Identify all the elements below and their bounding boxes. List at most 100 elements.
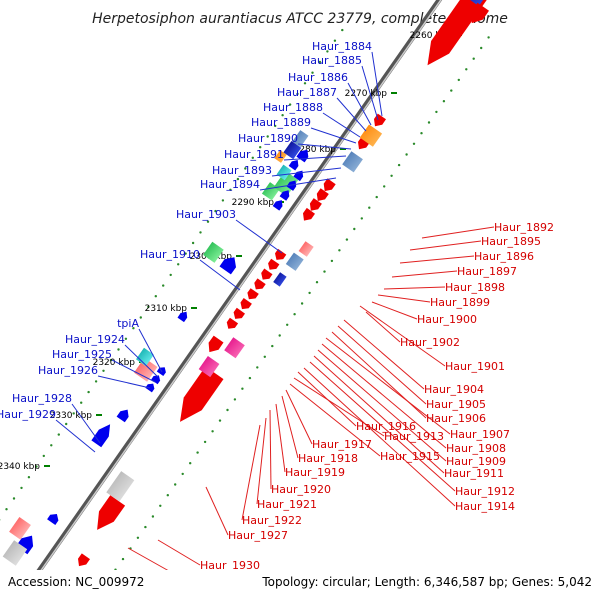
leader-line [71, 403, 101, 444]
gene-block [203, 241, 224, 263]
guide-dot [266, 135, 269, 138]
gene-label: Haur_1913 [384, 430, 444, 443]
guide-dot [472, 57, 475, 60]
forward-gene-arrow [116, 409, 129, 423]
gene-label: Haur_1887 [277, 86, 337, 99]
tick-label: 2330 kbp [50, 411, 93, 421]
guide-dot [333, 39, 337, 42]
reverse-gene-arrow [247, 288, 259, 300]
leader-line [399, 255, 475, 264]
gene-label: Haur_1898 [445, 281, 505, 294]
reverse-gene-arrow [471, 2, 489, 24]
forward-gene-arrow [288, 160, 299, 171]
gene-block [285, 252, 304, 271]
forward-gene-arrow [177, 311, 188, 323]
forward-gene-arrow [91, 424, 111, 448]
guide-dot [102, 369, 105, 372]
gene-label: Haur_1918 [298, 452, 358, 465]
guide-dot [303, 82, 307, 85]
leader-line [303, 367, 456, 507]
guide-dot [189, 462, 192, 465]
guide-dot [214, 209, 217, 213]
guide-dot [203, 440, 207, 444]
gene-label: Haur_1903 [176, 208, 236, 221]
gene-block [298, 241, 314, 257]
reverse-gene-arrow [97, 495, 126, 530]
gene-label: Haur_1896 [474, 250, 534, 263]
guide-dot [450, 89, 453, 92]
guide-dot [345, 238, 349, 241]
gene-block [273, 170, 299, 197]
gene-label: Haur_1907 [450, 428, 510, 441]
tick-label: 2320 kbp [93, 358, 136, 368]
guide-dot [353, 227, 356, 231]
leader-line [309, 361, 456, 492]
guide-dot [259, 146, 262, 149]
guide-dot [427, 121, 431, 124]
leader-line [391, 270, 458, 278]
gene-block [292, 130, 309, 148]
gene-label: Haur_1906 [426, 412, 486, 425]
leader-line [359, 305, 446, 367]
tick-label: 2280 kbp [294, 145, 337, 155]
guide-dot [480, 46, 483, 50]
gene-label: Haur_1917 [312, 438, 372, 451]
leader-line [138, 328, 163, 373]
tick-label: 2340 kbp [0, 462, 40, 472]
guide-dot [121, 557, 125, 561]
gene-label: Haur_1901 [445, 360, 505, 373]
guide-dot [256, 366, 259, 369]
gene-features [2, 0, 489, 567]
guide-dot [318, 60, 322, 64]
guide-dot [420, 132, 423, 135]
forward-gene-arrow [219, 257, 236, 275]
guide-dot [42, 454, 45, 458]
leader-line [235, 219, 283, 254]
guide-dot [244, 167, 247, 170]
accession-text: Accession: NC_009972 [8, 575, 144, 589]
guide-dot [442, 100, 446, 103]
leader-line [297, 143, 352, 150]
guide-dot [65, 422, 68, 426]
guide-dot [151, 515, 155, 518]
leader-line [55, 419, 96, 453]
leader-line [377, 294, 431, 303]
leader-line [317, 349, 447, 462]
guide-dot [288, 103, 292, 106]
forward-gene-arrow [296, 149, 309, 163]
gene-label: Haur_1891 [224, 148, 284, 161]
guide-dot [296, 92, 299, 96]
guide-dot [300, 302, 304, 305]
gene-label: Haur_1888 [263, 101, 323, 114]
forward-gene-arrow [15, 535, 34, 555]
guide-dot [368, 206, 371, 209]
leader-line [199, 259, 241, 291]
reverse-gene-arrow [240, 298, 252, 310]
reverse-gene-arrow [374, 113, 386, 127]
reverse-gene-arrow [226, 317, 239, 329]
guide-dot [315, 281, 319, 284]
gene-label: Haur_1909 [446, 455, 506, 468]
tick-label: 2270 kbp [345, 89, 388, 99]
guide-dot [330, 259, 334, 263]
guide-dot [124, 337, 128, 340]
leader-line [321, 343, 447, 449]
leader-line [283, 155, 347, 161]
guide-dot [132, 327, 135, 330]
leader-line [259, 177, 337, 191]
guide-dot [20, 486, 23, 490]
reverse-gene-arrow [254, 278, 266, 290]
gene-label: Haur_1926 [38, 364, 98, 377]
reverse-gene-arrow [323, 178, 336, 192]
forward-gene-arrow [286, 180, 297, 191]
guide-dot [169, 273, 172, 277]
gene-block [342, 151, 363, 173]
gene-label: Haur_1912 [455, 485, 515, 498]
gene-label: Haur_1920 [271, 483, 331, 496]
gene-label: Haur_1897 [457, 265, 517, 278]
gene-label: Haur_1914 [455, 500, 515, 513]
leader-line [343, 319, 425, 390]
gene-label: Haur_1894 [200, 178, 260, 191]
